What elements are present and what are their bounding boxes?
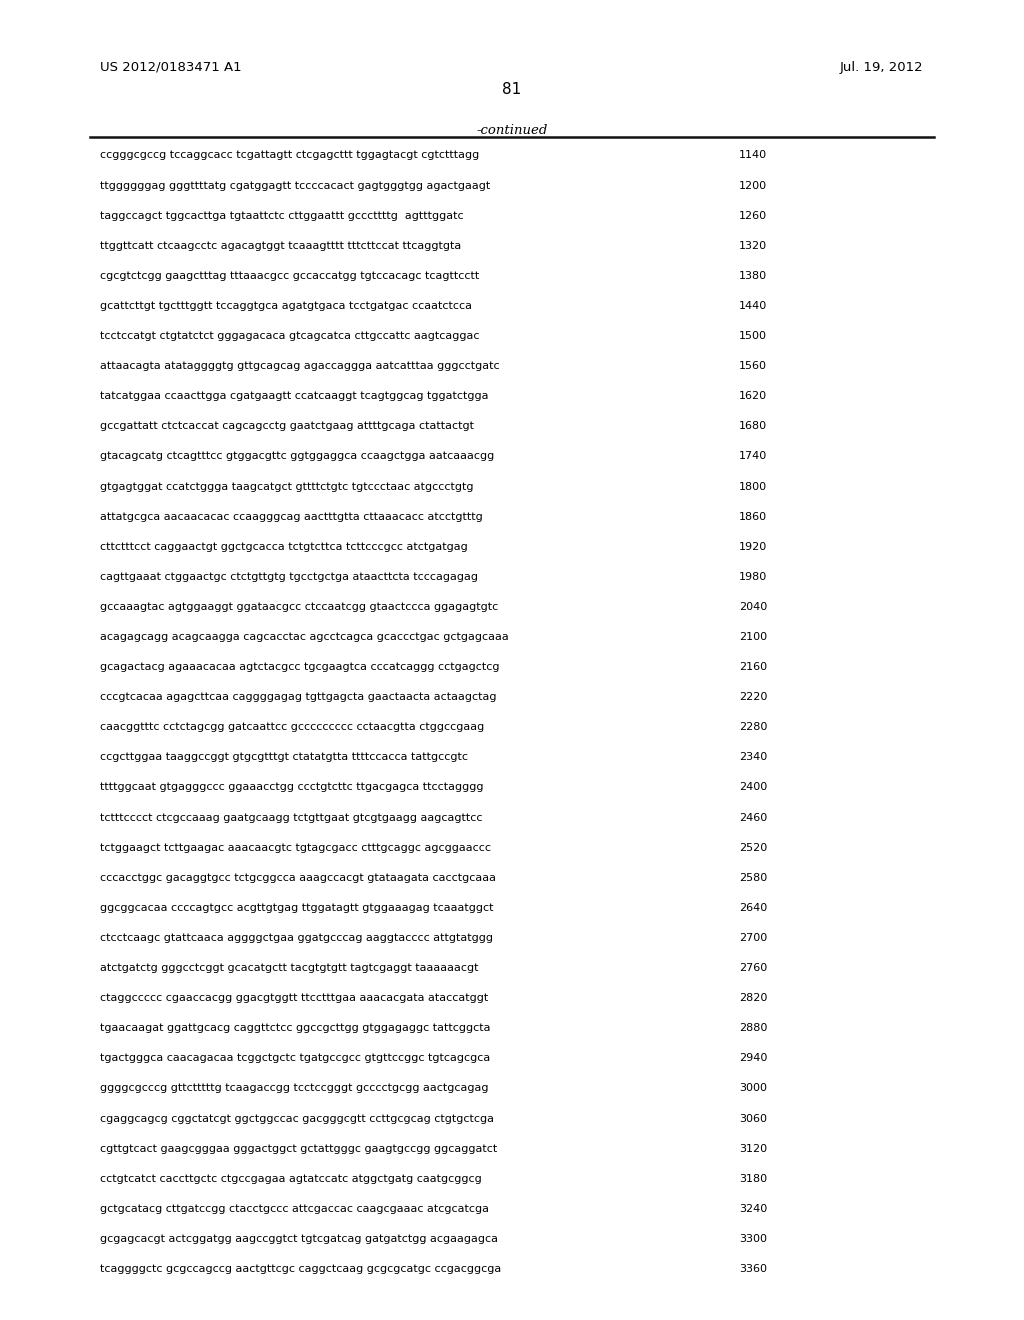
Text: 1920: 1920 [739,541,768,552]
Text: gtacagcatg ctcagtttcc gtggacgttc ggtggaggca ccaagctgga aatcaaacgg: gtacagcatg ctcagtttcc gtggacgttc ggtggag… [100,451,495,462]
Text: 1140: 1140 [739,150,767,161]
Text: 81: 81 [503,82,521,96]
Text: 2880: 2880 [739,1023,768,1034]
Text: -continued: -continued [476,124,548,137]
Text: 3000: 3000 [739,1084,767,1093]
Text: ttttggcaat gtgagggccc ggaaacctgg ccctgtcttc ttgacgagca ttcctagggg: ttttggcaat gtgagggccc ggaaacctgg ccctgtc… [100,783,484,792]
Text: tcaggggctc gcgccagccg aactgttcgc caggctcaag gcgcgcatgc ccgacggcga: tcaggggctc gcgccagccg aactgttcgc caggctc… [100,1265,502,1274]
Text: 2820: 2820 [739,993,768,1003]
Text: cgaggcagcg cggctatcgt ggctggccac gacgggcgtt ccttgcgcag ctgtgctcga: cgaggcagcg cggctatcgt ggctggccac gacgggc… [100,1114,495,1123]
Text: gcagactacg agaaacacaa agtctacgcc tgcgaagtca cccatcaggg cctgagctcg: gcagactacg agaaacacaa agtctacgcc tgcgaag… [100,663,500,672]
Text: 2040: 2040 [739,602,768,612]
Text: cttctttcct caggaactgt ggctgcacca tctgtcttca tcttcccgcc atctgatgag: cttctttcct caggaactgt ggctgcacca tctgtct… [100,541,468,552]
Text: cccgtcacaa agagcttcaa caggggagag tgttgagcta gaactaacta actaagctag: cccgtcacaa agagcttcaa caggggagag tgttgag… [100,692,497,702]
Text: 3120: 3120 [739,1143,767,1154]
Text: 3360: 3360 [739,1265,767,1274]
Text: attaacagta atataggggtg gttgcagcag agaccaggga aatcatttaa gggcctgatc: attaacagta atataggggtg gttgcagcag agacca… [100,362,500,371]
Text: 2520: 2520 [739,842,768,853]
Text: ctaggccccc cgaaccacgg ggacgtggtt ttcctttgaa aaacacgata ataccatggt: ctaggccccc cgaaccacgg ggacgtggtt ttccttt… [100,993,488,1003]
Text: 2700: 2700 [739,933,768,942]
Text: 2460: 2460 [739,813,768,822]
Text: tgaacaagat ggattgcacg caggttctcc ggccgcttgg gtggagaggc tattcggcta: tgaacaagat ggattgcacg caggttctcc ggccgct… [100,1023,490,1034]
Text: cgttgtcact gaagcgggaa gggactggct gctattgggc gaagtgccgg ggcaggatct: cgttgtcact gaagcgggaa gggactggct gctattg… [100,1143,498,1154]
Text: tatcatggaa ccaacttgga cgatgaagtt ccatcaaggt tcagtggcag tggatctgga: tatcatggaa ccaacttgga cgatgaagtt ccatcaa… [100,391,488,401]
Text: 1380: 1380 [739,271,767,281]
Text: ccgcttggaa taaggccggt gtgcgtttgt ctatatgtta ttttccacca tattgccgtc: ccgcttggaa taaggccggt gtgcgtttgt ctatatg… [100,752,468,763]
Text: 1200: 1200 [739,181,767,190]
Text: acagagcagg acagcaagga cagcacctac agcctcagca gcaccctgac gctgagcaaa: acagagcagg acagcaagga cagcacctac agcctca… [100,632,509,642]
Text: 2100: 2100 [739,632,767,642]
Text: cccacctggc gacaggtgcc tctgcggcca aaagccacgt gtataagata cacctgcaaa: cccacctggc gacaggtgcc tctgcggcca aaagcca… [100,873,497,883]
Text: atctgatctg gggcctcggt gcacatgctt tacgtgtgtt tagtcgaggt taaaaaacgt: atctgatctg gggcctcggt gcacatgctt tacgtgt… [100,964,479,973]
Text: 2640: 2640 [739,903,768,913]
Text: 3300: 3300 [739,1234,767,1243]
Text: taggccagct tggcacttga tgtaattctc cttggaattt gcccttttg  agtttggatc: taggccagct tggcacttga tgtaattctc cttggaa… [100,211,464,220]
Text: 1260: 1260 [739,211,767,220]
Text: tgactgggca caacagacaa tcggctgctc tgatgccgcc gtgttccggc tgtcagcgca: tgactgggca caacagacaa tcggctgctc tgatgcc… [100,1053,490,1064]
Text: tctggaagct tcttgaagac aaacaacgtc tgtagcgacc ctttgcaggc agcggaaccc: tctggaagct tcttgaagac aaacaacgtc tgtagcg… [100,842,492,853]
Text: 3060: 3060 [739,1114,767,1123]
Text: ccgggcgccg tccaggcacc tcgattagtt ctcgagcttt tggagtacgt cgtctttagg: ccgggcgccg tccaggcacc tcgattagtt ctcgagc… [100,150,479,161]
Text: gccaaagtac agtggaaggt ggataacgcc ctccaatcgg gtaactccca ggagagtgtc: gccaaagtac agtggaaggt ggataacgcc ctccaat… [100,602,499,612]
Text: tctttcccct ctcgccaaag gaatgcaagg tctgttgaat gtcgtgaagg aagcagttcc: tctttcccct ctcgccaaag gaatgcaagg tctgttg… [100,813,483,822]
Text: 1320: 1320 [739,240,767,251]
Text: 2340: 2340 [739,752,768,763]
Text: attatgcgca aacaacacac ccaagggcag aactttgtta cttaaacacc atcctgtttg: attatgcgca aacaacacac ccaagggcag aactttg… [100,512,483,521]
Text: 2940: 2940 [739,1053,768,1064]
Text: gtgagtggat ccatctggga taagcatgct gttttctgtc tgtccctaac atgccctgtg: gtgagtggat ccatctggga taagcatgct gttttct… [100,482,474,491]
Text: cctgtcatct caccttgctc ctgccgagaa agtatccatc atggctgatg caatgcggcg: cctgtcatct caccttgctc ctgccgagaa agtatcc… [100,1173,482,1184]
Text: 1560: 1560 [739,362,767,371]
Text: cagttgaaat ctggaactgc ctctgttgtg tgcctgctga ataacttcta tcccagagag: cagttgaaat ctggaactgc ctctgttgtg tgcctgc… [100,572,478,582]
Text: gctgcatacg cttgatccgg ctacctgccc attcgaccac caagcgaaac atcgcatcga: gctgcatacg cttgatccgg ctacctgccc attcgac… [100,1204,489,1214]
Text: 2760: 2760 [739,964,768,973]
Text: ttggggggag gggttttatg cgatggagtt tccccacact gagtgggtgg agactgaagt: ttggggggag gggttttatg cgatggagtt tccccac… [100,181,490,190]
Text: 1500: 1500 [739,331,767,341]
Text: US 2012/0183471 A1: US 2012/0183471 A1 [100,61,242,74]
Text: 3180: 3180 [739,1173,767,1184]
Text: 2400: 2400 [739,783,768,792]
Text: caacggtttc cctctagcgg gatcaattcc gccccccccc cctaacgtta ctggccgaag: caacggtttc cctctagcgg gatcaattcc gcccccc… [100,722,484,733]
Text: 1980: 1980 [739,572,768,582]
Text: 2160: 2160 [739,663,767,672]
Text: gcattcttgt tgctttggtt tccaggtgca agatgtgaca tcctgatgac ccaatctcca: gcattcttgt tgctttggtt tccaggtgca agatgtg… [100,301,472,312]
Text: 1740: 1740 [739,451,768,462]
Text: tcctccatgt ctgtatctct gggagacaca gtcagcatca cttgccattc aagtcaggac: tcctccatgt ctgtatctct gggagacaca gtcagca… [100,331,480,341]
Text: 1860: 1860 [739,512,767,521]
Text: ggggcgcccg gttctttttg tcaagaccgg tcctccgggt gcccctgcgg aactgcagag: ggggcgcccg gttctttttg tcaagaccgg tcctccg… [100,1084,488,1093]
Text: 2580: 2580 [739,873,768,883]
Text: ctcctcaagc gtattcaaca aggggctgaa ggatgcccag aaggtacccc attgtatggg: ctcctcaagc gtattcaaca aggggctgaa ggatgcc… [100,933,494,942]
Text: 1680: 1680 [739,421,767,432]
Text: ggcggcacaa ccccagtgcc acgttgtgag ttggatagtt gtggaaagag tcaaatggct: ggcggcacaa ccccagtgcc acgttgtgag ttggata… [100,903,494,913]
Text: gcgagcacgt actcggatgg aagccggtct tgtcgatcag gatgatctgg acgaagagca: gcgagcacgt actcggatgg aagccggtct tgtcgat… [100,1234,499,1243]
Text: ttggttcatt ctcaagcctc agacagtggt tcaaagtttt tttcttccat ttcaggtgta: ttggttcatt ctcaagcctc agacagtggt tcaaagt… [100,240,462,251]
Text: 3240: 3240 [739,1204,768,1214]
Text: cgcgtctcgg gaagctttag tttaaacgcc gccaccatgg tgtccacagc tcagttcctt: cgcgtctcgg gaagctttag tttaaacgcc gccacca… [100,271,479,281]
Text: 2220: 2220 [739,692,768,702]
Text: 1440: 1440 [739,301,768,312]
Text: 2280: 2280 [739,722,768,733]
Text: Jul. 19, 2012: Jul. 19, 2012 [840,61,924,74]
Text: 1800: 1800 [739,482,767,491]
Text: 1620: 1620 [739,391,767,401]
Text: gccgattatt ctctcaccat cagcagcctg gaatctgaag attttgcaga ctattactgt: gccgattatt ctctcaccat cagcagcctg gaatctg… [100,421,474,432]
